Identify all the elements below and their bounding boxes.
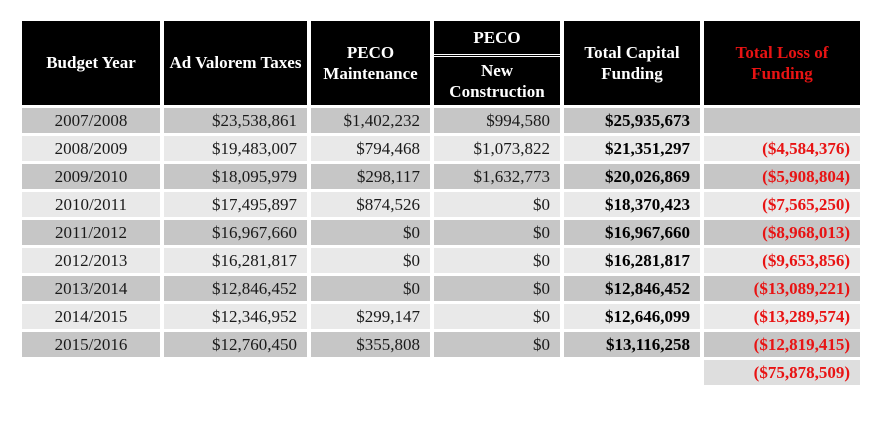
- table-row: 2010/2011 $17,495,897 $874,526 $0 $18,37…: [22, 192, 860, 217]
- cell-peco-new-construction: $994,580: [434, 108, 560, 133]
- cell-peco-maintenance: $355,808: [311, 332, 430, 357]
- cell-total-loss-of-funding: ($8,968,013): [704, 220, 860, 245]
- cell-peco-new-construction: $0: [434, 192, 560, 217]
- cell-total-loss-of-funding: [704, 108, 860, 133]
- cell-total-loss-of-funding: ($13,089,221): [704, 276, 860, 301]
- cell-ad-valorem-taxes: $23,538,861: [164, 108, 307, 133]
- cell-total-capital-funding: $25,935,673: [564, 108, 700, 133]
- cell-ad-valorem-taxes: $18,095,979: [164, 164, 307, 189]
- cell-peco-maintenance: $1,402,232: [311, 108, 430, 133]
- grand-total-loss-cell: ($75,878,509): [704, 360, 860, 385]
- cell-budget-year: 2011/2012: [22, 220, 160, 245]
- cell-budget-year: 2014/2015: [22, 304, 160, 329]
- cell-budget-year: 2015/2016: [22, 332, 160, 357]
- cell-peco-maintenance: $0: [311, 220, 430, 245]
- table-row: 2009/2010 $18,095,979 $298,117 $1,632,77…: [22, 164, 860, 189]
- cell-peco-new-construction: $0: [434, 220, 560, 245]
- grand-total-empty-cell: [564, 360, 700, 385]
- table-row: 2013/2014 $12,846,452 $0 $0 $12,846,452 …: [22, 276, 860, 301]
- table-row: 2014/2015 $12,346,952 $299,147 $0 $12,64…: [22, 304, 860, 329]
- cell-total-capital-funding: $16,967,660: [564, 220, 700, 245]
- grand-total-empty-cell: [22, 360, 160, 385]
- cell-budget-year: 2012/2013: [22, 248, 160, 273]
- cell-budget-year: 2007/2008: [22, 108, 160, 133]
- cell-total-capital-funding: $12,646,099: [564, 304, 700, 329]
- cell-budget-year: 2008/2009: [22, 136, 160, 161]
- cell-budget-year: 2013/2014: [22, 276, 160, 301]
- cell-total-capital-funding: $16,281,817: [564, 248, 700, 273]
- cell-peco-new-construction: $1,632,773: [434, 164, 560, 189]
- cell-ad-valorem-taxes: $16,281,817: [164, 248, 307, 273]
- peco-header-top-label: PECO: [473, 27, 521, 47]
- table-row: 2007/2008 $23,538,861 $1,402,232 $994,58…: [22, 108, 860, 133]
- budget-funding-table: Budget Year Ad Valorem Taxes PECO Mainte…: [18, 18, 864, 388]
- cell-peco-maintenance: $794,468: [311, 136, 430, 161]
- cell-peco-maintenance: $299,147: [311, 304, 430, 329]
- cell-total-capital-funding: $21,351,297: [564, 136, 700, 161]
- column-header-budget-year: Budget Year: [22, 21, 160, 105]
- cell-ad-valorem-taxes: $12,760,450: [164, 332, 307, 357]
- cell-total-loss-of-funding: ($7,565,250): [704, 192, 860, 217]
- cell-peco-maintenance: $0: [311, 248, 430, 273]
- cell-budget-year: 2009/2010: [22, 164, 160, 189]
- header-row: Budget Year Ad Valorem Taxes PECO Mainte…: [22, 21, 860, 105]
- cell-total-loss-of-funding: ($5,908,804): [704, 164, 860, 189]
- table-row: 2008/2009 $19,483,007 $794,468 $1,073,82…: [22, 136, 860, 161]
- peco-header-bottom-label: New Construction: [449, 60, 545, 101]
- column-header-peco-new-construction: PECO New Construction: [434, 21, 560, 105]
- column-header-total-capital-funding: Total Capital Funding: [564, 21, 700, 105]
- cell-peco-maintenance: $0: [311, 276, 430, 301]
- cell-ad-valorem-taxes: $19,483,007: [164, 136, 307, 161]
- cell-peco-new-construction: $0: [434, 248, 560, 273]
- table-footer: ($75,878,509): [22, 360, 860, 385]
- cell-total-loss-of-funding: ($9,653,856): [704, 248, 860, 273]
- cell-peco-new-construction: $0: [434, 332, 560, 357]
- table-body: 2007/2008 $23,538,861 $1,402,232 $994,58…: [22, 108, 860, 357]
- column-header-ad-valorem-taxes: Ad Valorem Taxes: [164, 21, 307, 105]
- cell-total-loss-of-funding: ($13,289,574): [704, 304, 860, 329]
- cell-total-loss-of-funding: ($4,584,376): [704, 136, 860, 161]
- cell-ad-valorem-taxes: $12,346,952: [164, 304, 307, 329]
- cell-total-capital-funding: $12,846,452: [564, 276, 700, 301]
- cell-peco-maintenance: $874,526: [311, 192, 430, 217]
- peco-header-divider: [434, 54, 560, 57]
- cell-ad-valorem-taxes: $16,967,660: [164, 220, 307, 245]
- cell-peco-new-construction: $1,073,822: [434, 136, 560, 161]
- cell-peco-new-construction: $0: [434, 276, 560, 301]
- table-row: 2015/2016 $12,760,450 $355,808 $0 $13,11…: [22, 332, 860, 357]
- grand-total-row: ($75,878,509): [22, 360, 860, 385]
- cell-peco-maintenance: $298,117: [311, 164, 430, 189]
- grand-total-empty-cell: [164, 360, 307, 385]
- cell-total-capital-funding: $18,370,423: [564, 192, 700, 217]
- cell-total-capital-funding: $13,116,258: [564, 332, 700, 357]
- table-header: Budget Year Ad Valorem Taxes PECO Mainte…: [22, 21, 860, 105]
- cell-ad-valorem-taxes: $17,495,897: [164, 192, 307, 217]
- cell-ad-valorem-taxes: $12,846,452: [164, 276, 307, 301]
- table-row: 2011/2012 $16,967,660 $0 $0 $16,967,660 …: [22, 220, 860, 245]
- cell-budget-year: 2010/2011: [22, 192, 160, 217]
- table-row: 2012/2013 $16,281,817 $0 $0 $16,281,817 …: [22, 248, 860, 273]
- cell-peco-new-construction: $0: [434, 304, 560, 329]
- grand-total-empty-cell: [434, 360, 560, 385]
- cell-total-capital-funding: $20,026,869: [564, 164, 700, 189]
- cell-total-loss-of-funding: ($12,819,415): [704, 332, 860, 357]
- grand-total-empty-cell: [311, 360, 430, 385]
- column-header-total-loss-of-funding: Total Loss of Funding: [704, 21, 860, 105]
- column-header-peco-maintenance: PECO Maintenance: [311, 21, 430, 105]
- peco-header-stack: PECO New Construction: [434, 21, 560, 105]
